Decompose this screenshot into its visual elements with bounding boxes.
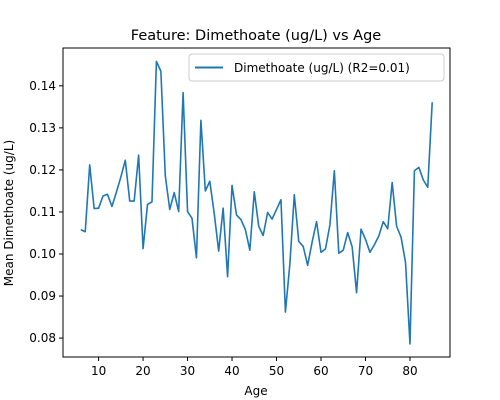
y-axis-label: Mean Dimethoate (ug/L) xyxy=(2,140,16,286)
x-tick-label: 50 xyxy=(269,364,284,378)
y-tick-label: 0.12 xyxy=(29,163,56,177)
legend-box xyxy=(188,53,445,82)
x-tick-label: 70 xyxy=(358,364,373,378)
x-tick-label: 40 xyxy=(224,364,239,378)
series-line xyxy=(80,60,434,345)
x-axis-label: Age xyxy=(244,384,267,398)
y-axis: 0.08 0.09 0.10 0.11 0.12 0.13 0.14 xyxy=(29,79,63,345)
y-tick-label: 0.14 xyxy=(29,79,56,93)
x-tick-label: 10 xyxy=(91,364,106,378)
plot-area xyxy=(62,47,451,358)
x-tick-label: 30 xyxy=(180,364,195,378)
y-tick-label: 0.13 xyxy=(29,121,56,135)
legend: Dimethoate (ug/L) (R2=0.01) xyxy=(188,53,445,82)
x-axis: 10 20 30 40 50 60 70 80 xyxy=(91,357,418,378)
legend-label: Dimethoate (ug/L) (R2=0.01) xyxy=(234,61,410,75)
y-tick-label: 0.11 xyxy=(29,205,56,219)
chart-title: Feature: Dimethoate (ug/L) vs Age xyxy=(131,28,382,44)
y-tick-label: 0.10 xyxy=(29,247,56,261)
x-tick-label: 60 xyxy=(313,364,328,378)
x-tick-label: 20 xyxy=(135,364,150,378)
plot-frame xyxy=(62,47,451,358)
x-tick-label: 80 xyxy=(402,364,417,378)
y-tick-label: 0.09 xyxy=(29,289,56,303)
series-layer xyxy=(80,60,434,345)
y-tick-label: 0.08 xyxy=(29,331,56,345)
